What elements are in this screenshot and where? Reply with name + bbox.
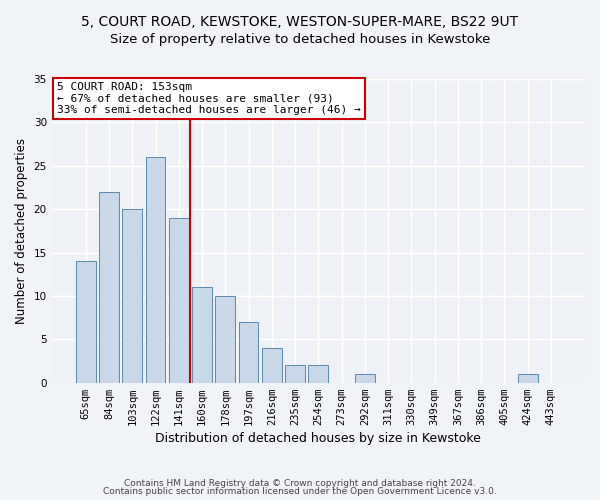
Bar: [215, 296, 235, 382]
Text: Contains public sector information licensed under the Open Government Licence v3: Contains public sector information licen…: [103, 488, 497, 496]
X-axis label: Distribution of detached houses by size in Kewstoke: Distribution of detached houses by size …: [155, 432, 481, 445]
Text: 5 COURT ROAD: 153sqm
← 67% of detached houses are smaller (93)
33% of semi-detac: 5 COURT ROAD: 153sqm ← 67% of detached h…: [57, 82, 361, 115]
Bar: [146, 157, 166, 382]
Bar: [99, 192, 119, 382]
Text: Contains HM Land Registry data © Crown copyright and database right 2024.: Contains HM Land Registry data © Crown c…: [124, 478, 476, 488]
Bar: [518, 374, 538, 382]
Bar: [308, 366, 328, 382]
Bar: [169, 218, 188, 382]
Text: 5, COURT ROAD, KEWSTOKE, WESTON-SUPER-MARE, BS22 9UT: 5, COURT ROAD, KEWSTOKE, WESTON-SUPER-MA…: [82, 15, 518, 29]
Bar: [285, 366, 305, 382]
Bar: [192, 287, 212, 382]
Bar: [76, 261, 95, 382]
Bar: [262, 348, 282, 382]
Bar: [122, 209, 142, 382]
Y-axis label: Number of detached properties: Number of detached properties: [15, 138, 28, 324]
Bar: [239, 322, 259, 382]
Text: Size of property relative to detached houses in Kewstoke: Size of property relative to detached ho…: [110, 32, 490, 46]
Bar: [355, 374, 375, 382]
